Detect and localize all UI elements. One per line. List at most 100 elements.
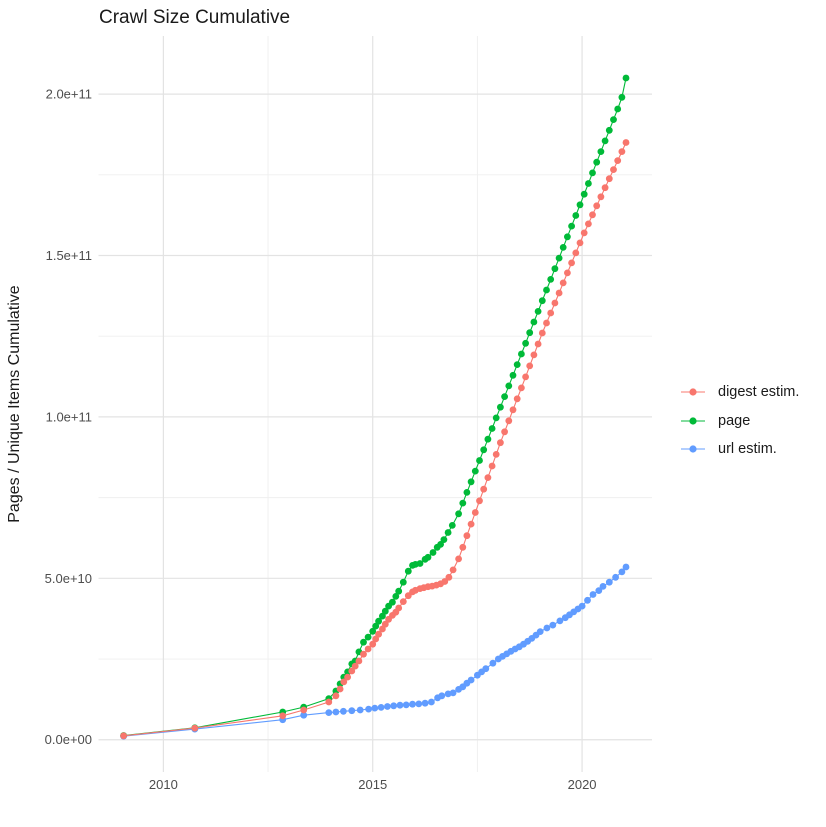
data-point — [614, 105, 622, 113]
data-point — [428, 698, 435, 706]
data-point — [348, 707, 356, 715]
data-point — [522, 339, 529, 347]
data-point — [416, 560, 424, 567]
data-point — [505, 382, 513, 390]
data-point — [589, 169, 596, 177]
data-point — [471, 509, 479, 516]
data-point — [576, 201, 584, 209]
legend-key-icon — [681, 445, 705, 453]
data-point — [429, 549, 437, 556]
data-point — [389, 598, 396, 606]
data-point — [622, 139, 630, 146]
data-point — [300, 706, 308, 714]
data-point — [509, 371, 517, 379]
data-point — [547, 276, 555, 283]
data-point — [488, 425, 496, 432]
data-point — [492, 414, 500, 422]
data-point — [355, 657, 363, 665]
data-point — [593, 202, 601, 210]
data-point — [459, 499, 467, 507]
data-point — [564, 233, 571, 241]
data-point — [476, 457, 483, 464]
data-point — [459, 543, 467, 551]
data-point — [300, 711, 308, 719]
data-point — [421, 699, 429, 707]
data-point — [556, 617, 564, 625]
data-point — [488, 462, 496, 470]
data-point — [547, 309, 555, 317]
data-point — [501, 393, 508, 400]
data-point — [605, 578, 613, 586]
data-point — [392, 593, 400, 600]
data-point — [612, 573, 619, 581]
data-point — [585, 220, 592, 228]
x-tick-label: 2020 — [568, 777, 597, 792]
data-point — [622, 563, 630, 571]
legend-item-label: page — [718, 412, 751, 429]
legend-key-icon — [681, 388, 705, 396]
axis-labels: 0.0e+00 5.0e+10 1.0e+11 1.5e+11 2.0e+11 2010 2… — [45, 87, 597, 792]
data-point — [325, 698, 333, 706]
data-point — [444, 529, 452, 536]
data-point — [480, 446, 488, 454]
data-point — [559, 244, 567, 251]
data-point — [513, 395, 521, 403]
data-point — [555, 289, 563, 297]
data-point — [404, 567, 412, 575]
data-point — [364, 633, 372, 641]
data-point — [360, 638, 367, 646]
data-point — [351, 662, 359, 670]
data-point — [513, 361, 521, 368]
legend-item-page: page — [680, 407, 799, 436]
data-point — [526, 362, 534, 370]
data-point — [449, 566, 457, 574]
data-point — [505, 417, 513, 425]
data-point — [440, 536, 448, 543]
data-point — [585, 180, 592, 187]
data-point — [390, 702, 398, 710]
data-point — [497, 439, 504, 447]
data-point — [279, 712, 287, 720]
series-points-digest-estim- — [120, 139, 630, 740]
data-point — [564, 269, 571, 277]
data-point — [332, 692, 340, 700]
data-point — [605, 175, 613, 183]
data-point — [605, 126, 613, 134]
data-point — [551, 265, 559, 273]
data-point — [610, 116, 617, 123]
data-point — [522, 373, 529, 381]
data-point — [543, 286, 550, 294]
data-point — [364, 645, 372, 653]
data-point — [467, 520, 475, 528]
data-point — [476, 497, 483, 505]
data-point — [455, 555, 462, 563]
data-point — [530, 351, 538, 359]
data-point — [424, 553, 432, 561]
minor-gridlines — [98, 36, 652, 772]
data-point — [381, 607, 389, 615]
data-point — [518, 350, 525, 358]
data-point — [471, 467, 479, 475]
data-point — [348, 667, 356, 675]
data-point — [618, 148, 626, 156]
data-point — [381, 620, 389, 628]
data-point — [455, 510, 462, 518]
data-point — [395, 604, 403, 612]
data-point — [509, 406, 517, 414]
data-point — [618, 568, 626, 576]
data-point — [344, 673, 351, 681]
data-point — [336, 685, 344, 693]
data-point — [445, 573, 453, 581]
data-point — [572, 249, 580, 257]
data-point — [395, 587, 403, 595]
data-point — [402, 701, 410, 709]
data-point — [396, 701, 404, 709]
data-point — [120, 732, 127, 740]
y-tick-label: 1.5e+11 — [46, 248, 92, 263]
data-point — [356, 706, 364, 714]
data-point — [551, 299, 559, 307]
data-point — [399, 598, 407, 605]
data-point — [597, 193, 605, 201]
legend-item-digest-estim-: digest estim. — [680, 378, 799, 407]
data-point — [332, 708, 340, 716]
